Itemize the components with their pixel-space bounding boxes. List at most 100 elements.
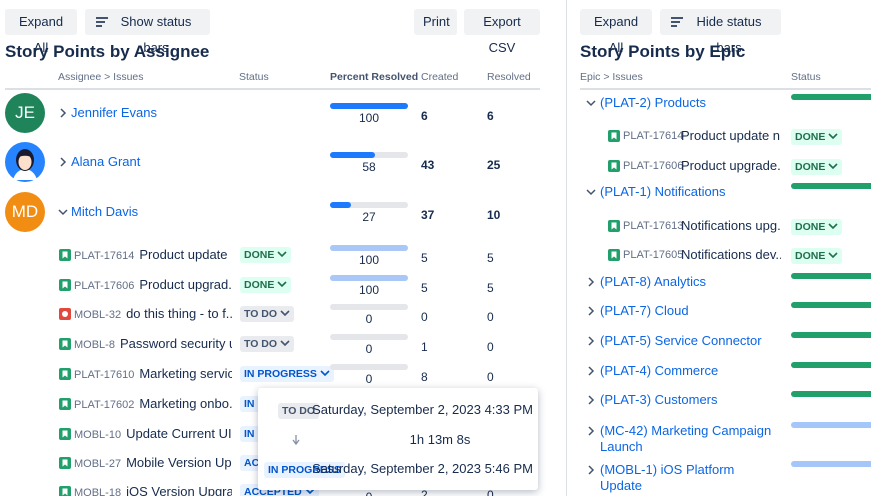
- transition-duration: 1h 13m 8s: [409, 432, 471, 447]
- epic-name[interactable]: (PLAT-2) Products: [600, 95, 706, 110]
- epic-name[interactable]: (PLAT-7) Cloud: [600, 303, 689, 318]
- epic-name[interactable]: (PLAT-1) Notifications: [600, 184, 726, 199]
- issue-key[interactable]: MOBL-27: [74, 458, 122, 470]
- issue-summary: Update Current UI...: [126, 426, 232, 441]
- column-header[interactable]: Created: [421, 71, 459, 83]
- created-count: 2: [421, 488, 428, 496]
- chevron: [588, 306, 595, 316]
- button[interactable]: Expand All: [5, 9, 77, 55]
- button[interactable]: Show status bars: [85, 9, 210, 55]
- assignee-name[interactable]: Jennifer Evans: [71, 105, 157, 120]
- issue-key[interactable]: PLAT-17613: [623, 220, 684, 232]
- chevron: [588, 366, 595, 376]
- chevron: [58, 209, 68, 216]
- resolved-count: 0: [487, 340, 494, 354]
- percent-value: 58: [362, 160, 376, 174]
- chevron: [586, 100, 596, 107]
- issue-key[interactable]: PLAT-17610: [74, 369, 135, 381]
- issue-summary: Marketing servic...: [139, 366, 232, 381]
- issue-key[interactable]: PLAT-17614: [623, 130, 684, 142]
- issue-key[interactable]: PLAT-17602: [74, 399, 135, 411]
- column-header[interactable]: Status: [239, 71, 269, 83]
- transition-time: Saturday, September 2, 2023 4:33 PM: [312, 402, 533, 417]
- percent-value: 100: [358, 253, 380, 267]
- percent-value: 0: [365, 312, 373, 326]
- created-count: 0: [421, 310, 428, 324]
- status-lozenge[interactable]: TO DO: [240, 336, 295, 352]
- issue-key[interactable]: PLAT-17606: [74, 280, 135, 292]
- chevron: [60, 108, 67, 118]
- issue-line: PLAT-17602 Marketing onbo...: [74, 396, 232, 413]
- issue-summary: iOS Version Upgra...: [126, 484, 232, 496]
- issue-key[interactable]: PLAT-17614: [74, 250, 135, 262]
- column-header[interactable]: Resolved: [487, 71, 531, 83]
- epic-name[interactable]: (PLAT-3) Customers: [600, 392, 718, 407]
- issue-key[interactable]: MOBL-32: [74, 309, 122, 321]
- avatar: MD: [5, 192, 45, 232]
- percent-value: 100: [358, 111, 380, 125]
- assignee-name[interactable]: Alana Grant: [71, 154, 141, 169]
- column-header[interactable]: Percent Resolved: [330, 71, 419, 83]
- status-lozenge[interactable]: DONE: [791, 159, 843, 175]
- status-lozenge[interactable]: DONE: [791, 129, 843, 145]
- panel-title: Story Points by Epic: [580, 42, 746, 61]
- button[interactable]: Hide status bars: [660, 9, 781, 55]
- dropdown-arrow: [828, 223, 838, 230]
- issue-key[interactable]: MOBL-18: [74, 487, 122, 496]
- issue-type-icon: [59, 486, 71, 496]
- progress-track: [330, 334, 408, 340]
- issue-key[interactable]: PLAT-17606: [623, 160, 684, 172]
- resolved-count: 0: [487, 310, 494, 324]
- chevron: [586, 189, 596, 196]
- epic-name[interactable]: (PLAT-4) Commerce: [600, 363, 719, 378]
- status-bar: [791, 273, 871, 279]
- status-lozenge[interactable]: TO DO: [240, 306, 295, 322]
- status-bars-icon: [96, 17, 108, 27]
- progress-track: [330, 202, 408, 208]
- created-count: 1: [421, 340, 428, 354]
- created-count: 5: [421, 281, 428, 295]
- button[interactable]: Expand All: [580, 9, 652, 55]
- status-bar: [791, 362, 871, 368]
- issue-summary: Product update n...: [681, 128, 781, 143]
- status-lozenge[interactable]: DONE: [791, 219, 843, 235]
- progress-fill: [330, 245, 408, 251]
- issue-type-icon: [59, 308, 71, 320]
- issue-type-icon: [608, 160, 620, 172]
- status-lozenge[interactable]: DONE: [791, 248, 843, 264]
- status-bar: [791, 391, 871, 397]
- issue-type-icon: [59, 279, 71, 291]
- dropdown-arrow: [280, 340, 290, 347]
- epic-name[interactable]: (PLAT-5) Service Connector: [600, 333, 762, 348]
- epic-name[interactable]: (MOBL-1) iOS Platform Update: [600, 462, 735, 493]
- status-lozenge: TO DO: [278, 403, 320, 419]
- transition-time: Saturday, September 2, 2023 5:46 PM: [312, 461, 533, 476]
- epic-name[interactable]: (PLAT-8) Analytics: [600, 274, 706, 289]
- issue-line: PLAT-17614 Product update ...: [74, 247, 232, 264]
- chevron: [60, 157, 67, 167]
- issue-type-icon: [59, 338, 71, 350]
- status-lozenge[interactable]: DONE: [240, 277, 292, 293]
- issue-summary: Mobile Version Up...: [126, 455, 232, 470]
- column-header[interactable]: Assignee > Issues: [58, 71, 144, 83]
- issue-line: MOBL-10 Update Current UI...: [74, 426, 232, 443]
- button[interactable]: Print: [414, 9, 457, 35]
- button[interactable]: Export CSV: [464, 9, 540, 55]
- issue-key[interactable]: MOBL-8: [74, 339, 115, 351]
- issue-key[interactable]: PLAT-17605: [623, 249, 684, 261]
- assignee-name[interactable]: Mitch Davis: [71, 204, 139, 219]
- epic-name[interactable]: (MC-42) Marketing Campaign Launch: [600, 423, 772, 454]
- status-lozenge[interactable]: IN PROGRESS: [240, 366, 334, 382]
- column-header[interactable]: Status: [791, 71, 821, 83]
- dropdown-arrow: [280, 310, 290, 317]
- issue-key[interactable]: MOBL-10: [74, 429, 122, 441]
- dropdown-arrow: [305, 488, 315, 495]
- issue-summary: Product upgrade...: [681, 158, 781, 173]
- status-lozenge[interactable]: DONE: [240, 247, 292, 263]
- column-header[interactable]: Epic > Issues: [580, 71, 643, 83]
- issue-line: PLAT-17610 Marketing servic...: [74, 366, 232, 383]
- dropdown-arrow: [828, 133, 838, 140]
- created-count: 5: [421, 251, 428, 265]
- issue-type-icon: [608, 220, 620, 232]
